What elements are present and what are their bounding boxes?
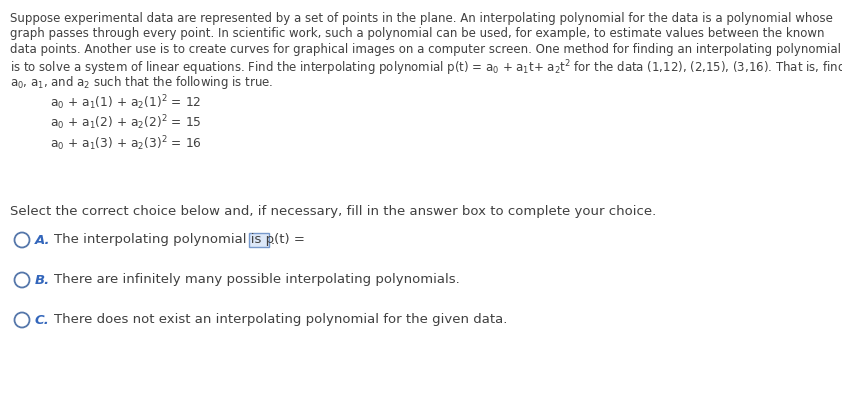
Text: B.: B. (35, 274, 50, 286)
Text: A.: A. (35, 234, 50, 246)
Text: Suppose experimental data are represented by a set of points in the plane. An in: Suppose experimental data are represente… (10, 12, 833, 25)
Text: a$_0$ + a$_1$(3) + a$_2$(3)$^2$ = 16: a$_0$ + a$_1$(3) + a$_2$(3)$^2$ = 16 (50, 134, 202, 152)
Text: a$_0$, a$_1$, and a$_2$ such that the following is true.: a$_0$, a$_1$, and a$_2$ such that the fo… (10, 74, 274, 91)
Text: Select the correct choice below and, if necessary, fill in the answer box to com: Select the correct choice below and, if … (10, 205, 656, 218)
Text: C.: C. (35, 314, 49, 326)
Text: a$_0$ + a$_1$(1) + a$_2$(1)$^2$ = 12: a$_0$ + a$_1$(1) + a$_2$(1)$^2$ = 12 (50, 94, 201, 112)
Text: There does not exist an interpolating polynomial for the given data.: There does not exist an interpolating po… (54, 314, 507, 326)
Text: data points. Another use is to create curves for graphical images on a computer : data points. Another use is to create cu… (10, 43, 841, 56)
Text: There are infinitely many possible interpolating polynomials.: There are infinitely many possible inter… (54, 274, 459, 286)
Text: a$_0$ + a$_1$(2) + a$_2$(2)$^2$ = 15: a$_0$ + a$_1$(2) + a$_2$(2)$^2$ = 15 (50, 114, 201, 132)
Bar (248, 233, 269, 247)
Text: graph passes through every point. In scientific work, such a polynomial can be u: graph passes through every point. In sci… (10, 28, 824, 40)
Text: The interpolating polynomial is p(t) =: The interpolating polynomial is p(t) = (54, 234, 309, 246)
Text: is to solve a system of linear equations. Find the interpolating polynomial p(t): is to solve a system of linear equations… (10, 58, 842, 78)
Text: .: . (270, 234, 274, 246)
